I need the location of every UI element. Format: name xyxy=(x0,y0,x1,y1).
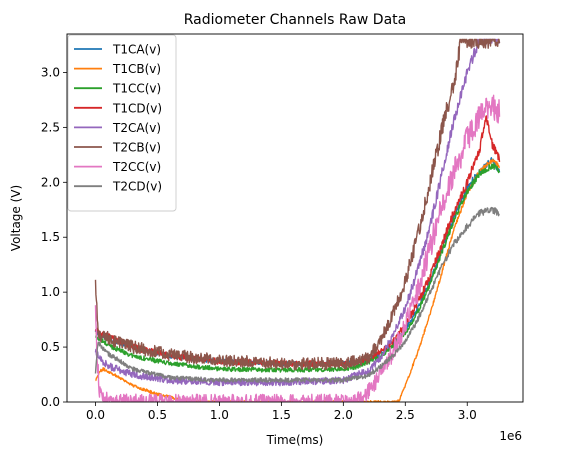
series-lines xyxy=(94,38,501,402)
series-line xyxy=(94,38,501,371)
legend-label: T1CD(v) xyxy=(112,101,162,115)
x-tick-label: 1.5 xyxy=(272,408,291,422)
y-tick-label: 0.5 xyxy=(41,340,60,354)
legend: T1CA(v) T1CB(v) T1CC(v) T1CD(v) T2CA(v) T2CB(… xyxy=(67,34,177,212)
legend-label: T2CC(v) xyxy=(112,160,161,174)
y-tick-label: 1.5 xyxy=(41,230,60,244)
legend-label: T2CB(v) xyxy=(112,141,161,155)
x-axis: 0.0 0.5 1.0 1.5 2.0 2.5 3.0 xyxy=(86,402,477,422)
x-tick-label: 2.0 xyxy=(334,408,353,422)
plot-frame xyxy=(66,33,524,403)
legend-label: T1CC(v) xyxy=(112,82,161,96)
y-tick-label: 0.0 xyxy=(41,395,60,409)
legend-label: T1CB(v) xyxy=(112,62,161,76)
x-tick-label: 0.0 xyxy=(86,408,105,422)
series-line xyxy=(95,163,501,373)
x-tick-label: 1.0 xyxy=(210,408,229,422)
y-axis: 0.0 0.5 1.0 1.5 2.0 2.5 3.0 xyxy=(41,65,67,409)
legend-label: T2CD(v) xyxy=(112,180,162,194)
chart-title: Radiometer Channels Raw Data xyxy=(184,12,406,28)
x-axis-offset-text: 1e6 xyxy=(499,429,522,443)
y-tick-label: 2.5 xyxy=(41,120,60,134)
y-tick-label: 3.0 xyxy=(41,65,60,79)
legend-label: T1CA(v) xyxy=(112,43,161,57)
x-tick-label: 3.0 xyxy=(458,408,477,422)
series-line xyxy=(94,94,501,402)
series-line xyxy=(94,206,500,383)
x-tick-label: 0.5 xyxy=(148,408,167,422)
y-tick-label: 1.0 xyxy=(41,285,60,299)
x-axis-label: Time(ms) xyxy=(266,433,324,447)
legend-label: T2CA(v) xyxy=(112,121,161,135)
y-axis-label: Voltage (V) xyxy=(9,185,23,251)
x-tick-label: 2.5 xyxy=(396,408,415,422)
y-tick-label: 2.0 xyxy=(41,175,60,189)
